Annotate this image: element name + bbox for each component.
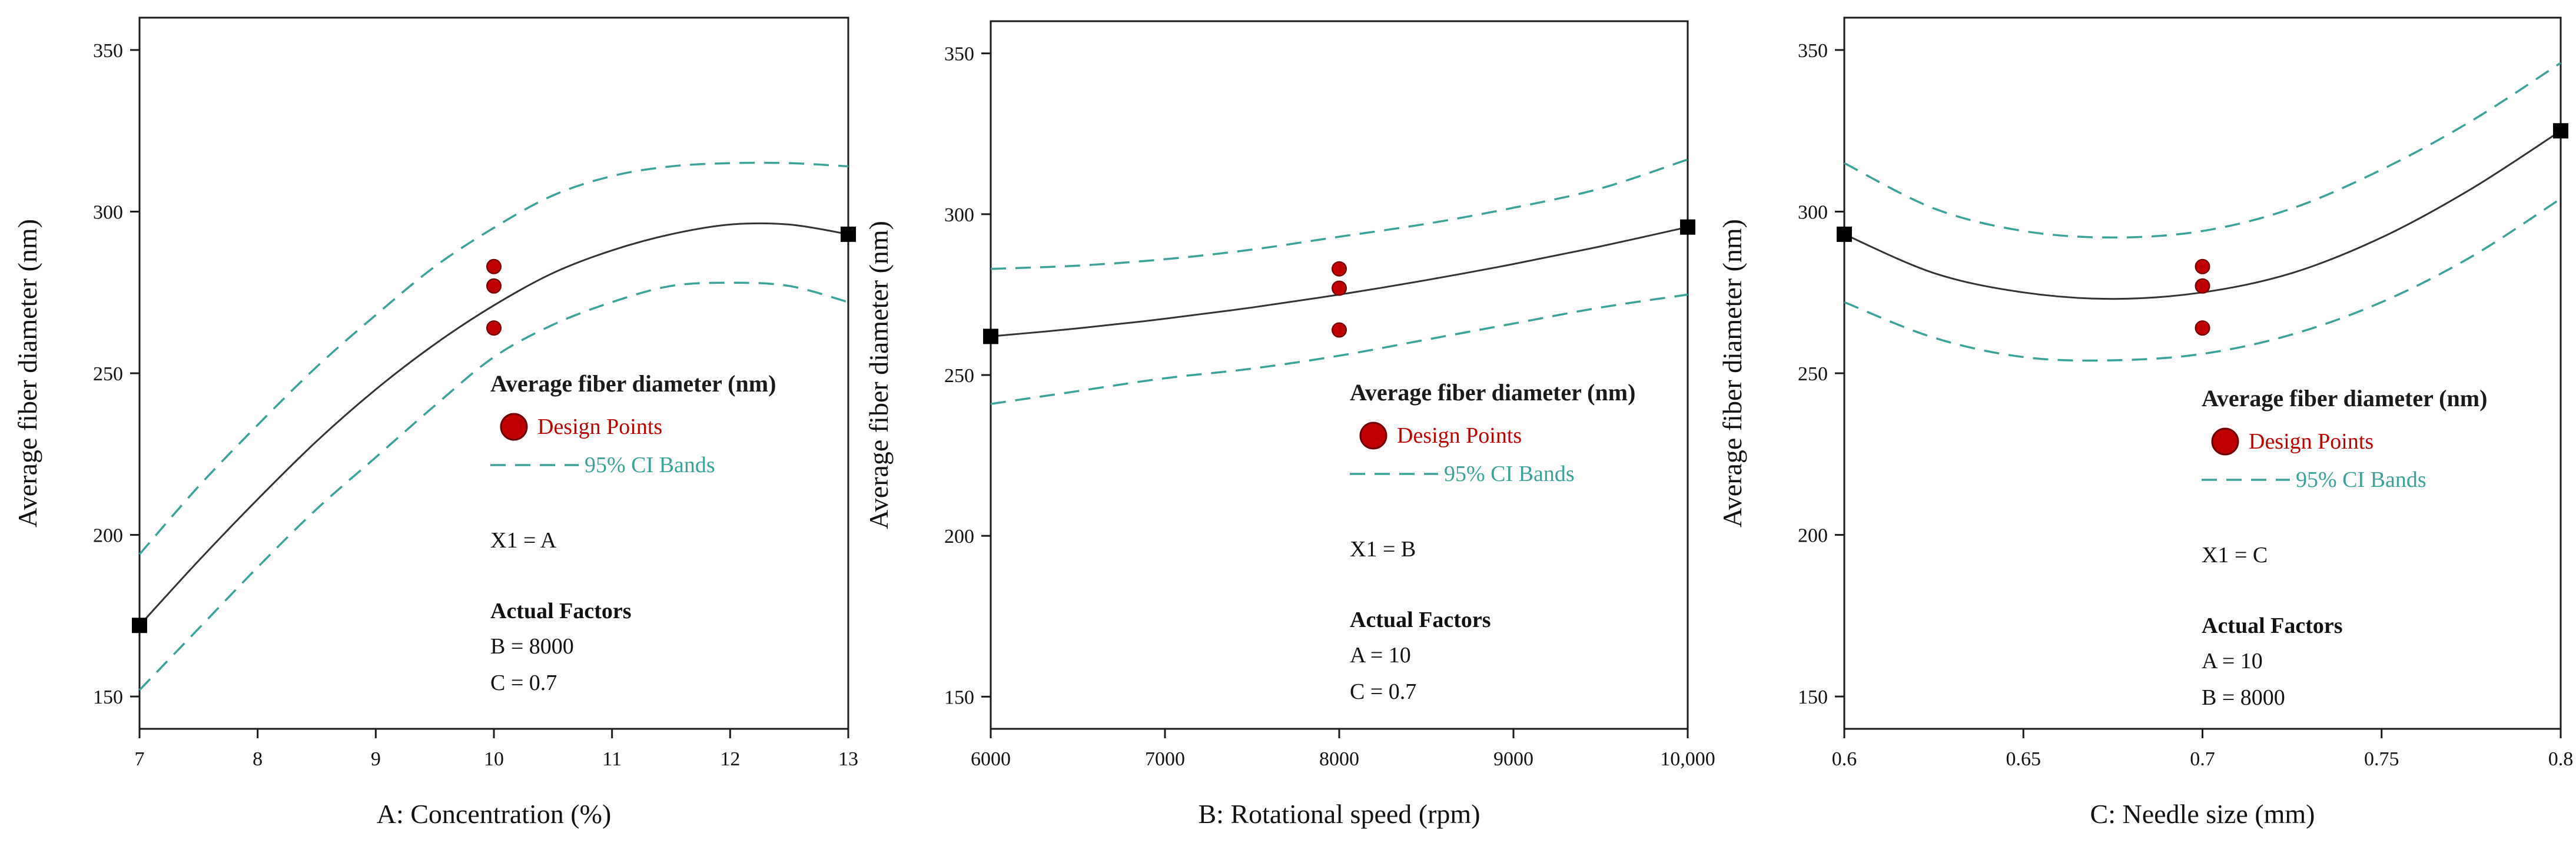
legend-factor-value: A = 10 xyxy=(2202,649,2263,673)
y-tick-label: 300 xyxy=(944,204,974,226)
y-tick-label: 150 xyxy=(1798,686,1828,708)
x-tick-label: 0.75 xyxy=(2364,748,2399,770)
x-tick-label: 8 xyxy=(253,748,263,770)
legend: Average fiber diameter (nm) Design Points… xyxy=(1350,379,1635,704)
design-point xyxy=(486,258,502,274)
y-tick-label: 250 xyxy=(944,365,974,387)
ci-band-upper xyxy=(1844,62,2561,239)
legend-factor-value: C = 0.7 xyxy=(490,671,557,695)
legend-ci-label: 95% CI Bands xyxy=(585,453,715,477)
design-point xyxy=(1332,322,1347,338)
x-tick-label: 11 xyxy=(602,748,622,770)
end-point-marker xyxy=(132,618,147,633)
x-tick-label: 0.7 xyxy=(2190,748,2215,770)
ci-band-lower xyxy=(990,293,1688,405)
y-axis-label: Average fiber diameter (nm) xyxy=(864,221,894,529)
x-tick-label: 9 xyxy=(371,748,381,770)
y-axis-label: Average fiber diameter (nm) xyxy=(12,219,42,527)
design-point xyxy=(486,278,502,294)
fit-line xyxy=(138,222,849,626)
legend-factor-value: C = 0.7 xyxy=(1350,679,1416,704)
legend-factors-title: Actual Factors xyxy=(2202,613,2343,638)
design-point xyxy=(1332,280,1347,296)
legend-title: Average fiber diameter (nm) xyxy=(2202,385,2487,412)
y-tick-label: 150 xyxy=(944,686,974,708)
x-tick-label: 0.8 xyxy=(2548,748,2574,770)
x-tick-label: 6000 xyxy=(971,748,1011,770)
legend-title: Average fiber diameter (nm) xyxy=(490,370,776,397)
ci-band-upper xyxy=(138,161,849,555)
design-point xyxy=(2195,320,2210,336)
legend-ci-label: 95% CI Bands xyxy=(2296,467,2426,492)
x-tick-label: 7000 xyxy=(1145,748,1185,770)
legend-x1-label: X1 = A xyxy=(490,528,557,553)
ci-band-lower xyxy=(138,281,849,691)
legend: Average fiber diameter (nm) Design Points… xyxy=(490,370,776,695)
legend-design-points-label: Design Points xyxy=(1397,423,1522,448)
x-tick-label: 10,000 xyxy=(1660,748,1715,770)
end-point-marker xyxy=(1837,226,1852,242)
legend-factor-value: B = 8000 xyxy=(490,634,574,659)
y-tick-label: 350 xyxy=(944,44,974,65)
y-tick-label: 350 xyxy=(93,40,123,62)
x-axis-label: A: Concentration (%) xyxy=(377,799,612,829)
y-tick-label: 150 xyxy=(93,686,123,708)
x-tick-label: 13 xyxy=(838,748,858,770)
legend-factor-value: A = 10 xyxy=(1350,643,1411,668)
design-point xyxy=(1332,261,1347,277)
legend-design-point-marker xyxy=(500,413,528,441)
chart-panel-3: 0.6 0.65 0.7 0.75 0.8 150 200 250 300 350 C: Needl… xyxy=(1717,16,2574,829)
x-axis-label: C: Needle size (mm) xyxy=(2090,799,2315,829)
ci-band-lower xyxy=(1844,198,2561,362)
legend: Average fiber diameter (nm) Design Points… xyxy=(2202,385,2487,710)
design-point xyxy=(486,320,502,336)
y-tick-label: 250 xyxy=(1798,363,1828,385)
design-point xyxy=(2195,258,2210,274)
y-tick-label: 200 xyxy=(1798,525,1828,547)
x-tick-label: 9000 xyxy=(1493,748,1533,770)
legend-x1-label: X1 = C xyxy=(2202,543,2268,568)
chart-panel-1: 7 8 9 10 11 12 13 150 200 250 300 350 A: Concentrati… xyxy=(12,16,858,829)
y-tick-label: 200 xyxy=(93,525,123,547)
end-point-marker xyxy=(1680,219,1695,235)
plot-frame xyxy=(990,20,1689,730)
x-tick-label: 8000 xyxy=(1319,748,1359,770)
x-tick-label: 12 xyxy=(720,748,740,770)
y-axis-label: Average fiber diameter (nm) xyxy=(1717,219,1747,527)
y-tick-label: 300 xyxy=(1798,201,1828,223)
y-tick-label: 350 xyxy=(1798,40,1828,62)
y-tick-label: 250 xyxy=(93,363,123,385)
legend-ci-label: 95% CI Bands xyxy=(1444,462,1575,486)
legend-x1-label: X1 = B xyxy=(1350,537,1416,562)
ci-band-upper xyxy=(990,158,1688,270)
x-tick-label: 7 xyxy=(135,748,145,770)
legend-design-point-marker xyxy=(1359,422,1387,450)
y-tick-label: 300 xyxy=(93,201,123,223)
x-tick-label: 0.65 xyxy=(2006,748,2041,770)
legend-factor-value: B = 8000 xyxy=(2202,685,2285,710)
legend-design-point-marker xyxy=(2211,427,2239,456)
design-point xyxy=(2195,278,2210,294)
x-axis-label: B: Rotational speed (rpm) xyxy=(1198,799,1480,829)
end-point-marker xyxy=(983,329,998,344)
chart-panel-2: 6000 7000 8000 9000 10,000 150 200 250 300 350 B: … xyxy=(864,20,1715,829)
y-tick-label: 200 xyxy=(944,526,974,548)
x-tick-label: 10 xyxy=(484,748,504,770)
legend-design-points-label: Design Points xyxy=(537,414,662,439)
end-point-marker xyxy=(841,226,856,242)
legend-design-points-label: Design Points xyxy=(2249,429,2373,454)
end-point-marker xyxy=(2553,123,2568,139)
legend-factors-title: Actual Factors xyxy=(1350,608,1491,632)
x-tick-label: 0.6 xyxy=(1832,748,1857,770)
legend-factors-title: Actual Factors xyxy=(490,599,632,623)
legend-title: Average fiber diameter (nm) xyxy=(1350,379,1635,406)
